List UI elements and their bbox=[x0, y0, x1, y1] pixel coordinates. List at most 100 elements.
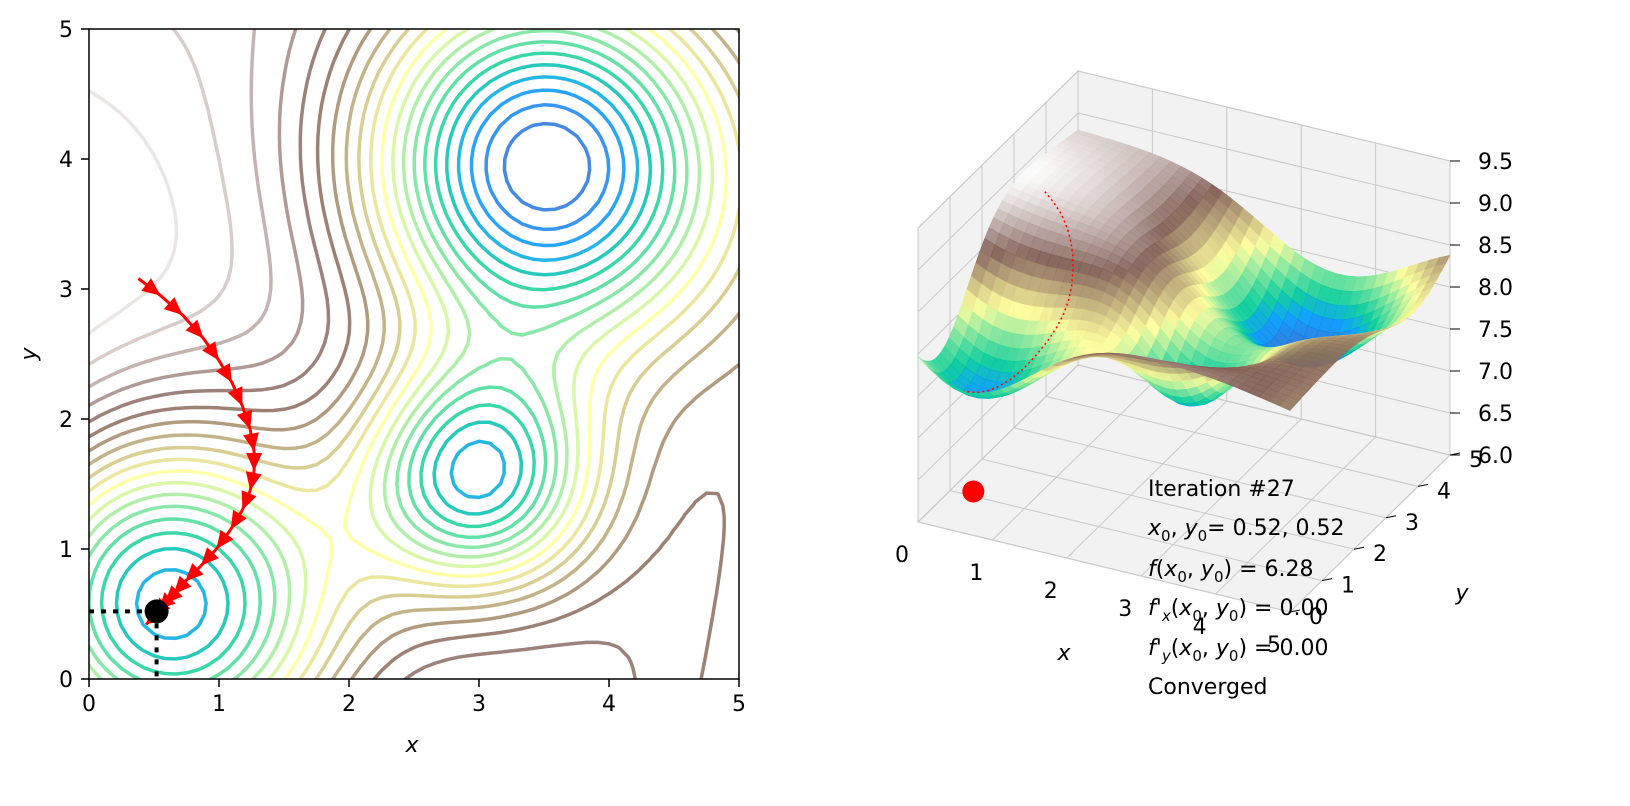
contour-level bbox=[89, 29, 739, 679]
contour-level bbox=[89, 29, 729, 679]
contour-level bbox=[89, 29, 689, 679]
gridline bbox=[981, 458, 1355, 550]
surface-z-tick-label: 6.5 bbox=[1478, 402, 1513, 427]
surface-descent-path bbox=[962, 191, 1074, 503]
gridline bbox=[1013, 427, 1387, 519]
surface-path-line bbox=[964, 191, 1074, 394]
gridline bbox=[949, 490, 1323, 582]
surface-y-tick-mark bbox=[1385, 515, 1397, 519]
surface-y-tick-label: 5 bbox=[1469, 448, 1483, 473]
descent-arrowhead bbox=[200, 547, 219, 566]
surface-y-tick-mark bbox=[1353, 546, 1365, 550]
gridline bbox=[1045, 395, 1419, 487]
gridline bbox=[1215, 436, 1376, 595]
descent-arrowhead bbox=[245, 471, 262, 491]
surface-x-tick-label: 1 bbox=[969, 561, 983, 586]
surface-x-tick-label: 4 bbox=[1193, 615, 1207, 640]
contour-y-axis-label: y bbox=[17, 347, 42, 362]
surface-y-tick-label: 3 bbox=[1405, 511, 1419, 536]
surface-patch bbox=[1279, 400, 1295, 411]
gridline bbox=[917, 70, 1079, 229]
surface-y-tick-mark bbox=[1417, 483, 1429, 487]
contour-level bbox=[89, 29, 739, 679]
surface-mesh bbox=[917, 129, 1451, 411]
gridline bbox=[1289, 454, 1451, 613]
contour-level bbox=[89, 29, 305, 408]
iteration-info: Iteration #27 x0, y0= 0.52, 0.52 f(x0, y… bbox=[1147, 477, 1345, 700]
surface-x-tick-label: 3 bbox=[1118, 597, 1132, 622]
contour-level bbox=[134, 75, 640, 641]
function-value-text: f(x0, y0) = 6.28 bbox=[1148, 557, 1314, 586]
x-tick-label: 0 bbox=[82, 692, 96, 717]
contour-level bbox=[484, 103, 611, 232]
surface-z-tick-label: 7.0 bbox=[1478, 360, 1513, 385]
y-tick-label: 4 bbox=[59, 148, 73, 173]
surface-z-tick-label: 7.5 bbox=[1478, 318, 1513, 343]
x-derivative-text: f'x(x0, y0) = 0.00 bbox=[1148, 596, 1328, 625]
surface-y-tick-mark bbox=[1321, 578, 1333, 582]
descent-arrowhead bbox=[185, 319, 204, 339]
x-tick-label: 4 bbox=[602, 692, 616, 717]
start-point-text: x0, y0= 0.52, 0.52 bbox=[1147, 516, 1345, 545]
contour-panel: 0 1 2 3 4 5 0 1 2 3 4 5 x y bbox=[17, 18, 746, 758]
surface-y-axis-label: y bbox=[1454, 581, 1469, 606]
gridline bbox=[917, 364, 1079, 523]
descent-arrowhead bbox=[202, 341, 219, 361]
contour-level bbox=[89, 29, 715, 679]
gridline bbox=[1077, 70, 1451, 162]
x-tick-label: 2 bbox=[342, 692, 356, 717]
function-value: = 6.28 bbox=[1239, 557, 1313, 582]
gridline bbox=[1077, 364, 1451, 456]
gridline bbox=[917, 521, 1291, 613]
surface-z-tick-label: 9.0 bbox=[1478, 192, 1513, 217]
contour-lines bbox=[89, 29, 739, 679]
surface-y-tick-label: 2 bbox=[1373, 542, 1387, 567]
contour-level bbox=[89, 29, 702, 679]
contour-level bbox=[502, 121, 592, 212]
gridline bbox=[1077, 112, 1451, 204]
contour-ticks: 0 1 2 3 4 5 0 1 2 3 4 5 bbox=[59, 18, 746, 717]
gridline bbox=[1140, 418, 1302, 577]
surface-z-tick-label: 8.5 bbox=[1478, 234, 1513, 259]
x-tick-label: 5 bbox=[732, 692, 746, 717]
surface-x-tick-label: 5 bbox=[1267, 633, 1281, 658]
surface-y-tick-mark bbox=[1289, 609, 1301, 613]
contour-level bbox=[99, 51, 665, 676]
surface-z-tick-label: 8.0 bbox=[1478, 276, 1513, 301]
descent-arrowhead bbox=[230, 509, 247, 530]
surface-y-tick-label: 1 bbox=[1341, 574, 1355, 599]
descent-arrowhead bbox=[163, 297, 183, 315]
y-tick-label: 2 bbox=[59, 408, 73, 433]
current-point-marker bbox=[144, 599, 169, 624]
y-tick-label: 0 bbox=[59, 668, 73, 693]
contour-x-axis-label: x bbox=[404, 733, 419, 758]
descent-arrowhead bbox=[236, 409, 253, 430]
contour-level bbox=[89, 29, 726, 679]
gridline bbox=[1066, 400, 1228, 559]
descent-arrowhead bbox=[173, 575, 192, 595]
y-derivative-value: = 0.00 bbox=[1254, 636, 1328, 661]
x-tick-label: 1 bbox=[212, 692, 226, 717]
y-tick-label: 3 bbox=[59, 278, 73, 303]
status-label: Converged bbox=[1148, 675, 1267, 700]
surface-current-point bbox=[962, 480, 985, 503]
surface-y-tick-label: 4 bbox=[1437, 479, 1451, 504]
contour-level bbox=[469, 88, 626, 248]
start-point-value: = 0.52, 0.52 bbox=[1207, 516, 1344, 541]
y-derivative-text: f'y(x0, y0) = 0.00 bbox=[1148, 636, 1328, 665]
y-tick-label: 1 bbox=[59, 538, 73, 563]
descent-arrowhead bbox=[141, 278, 161, 296]
contour-level bbox=[89, 29, 739, 679]
descent-arrowhead bbox=[227, 386, 243, 406]
descent-arrowhead bbox=[243, 432, 259, 452]
surface-z-tick-label: 6.0 bbox=[1478, 444, 1513, 469]
x-tick-label: 3 bbox=[472, 692, 486, 717]
contour-level bbox=[89, 29, 234, 367]
contour-level bbox=[89, 29, 638, 679]
surface-x-axis-label: x bbox=[1056, 641, 1071, 666]
surface-x-tick-label: 2 bbox=[1044, 579, 1058, 604]
descent-arrowhead bbox=[216, 363, 232, 383]
